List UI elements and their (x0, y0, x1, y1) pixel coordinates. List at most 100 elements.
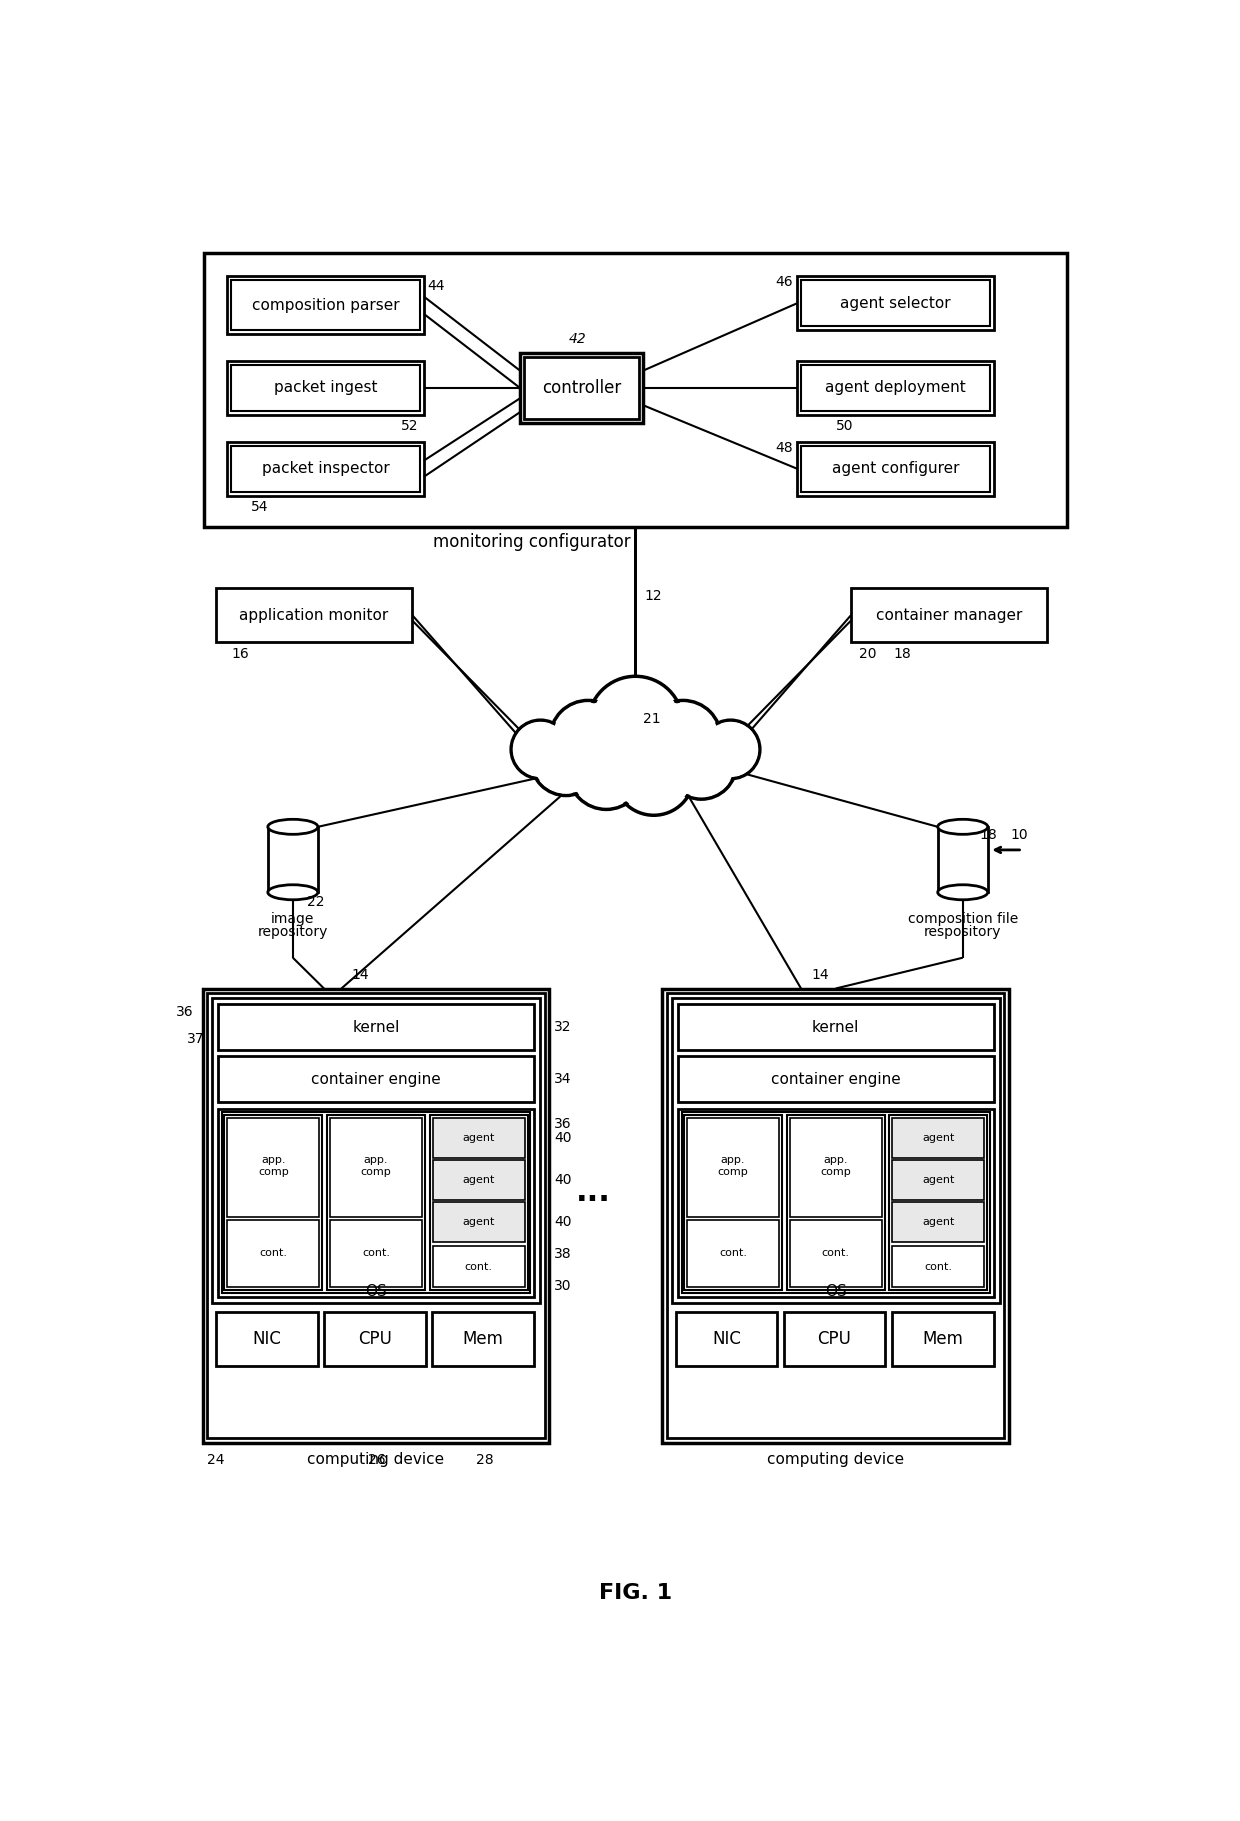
Text: 20: 20 (859, 646, 877, 661)
Bar (893, 1118, 985, 1158)
Text: cont.: cont. (362, 1249, 391, 1258)
Text: 26: 26 (368, 1453, 386, 1466)
Text: 40: 40 (554, 1215, 572, 1229)
Text: 36: 36 (554, 1116, 572, 1131)
Text: 10: 10 (1011, 827, 1028, 841)
Ellipse shape (937, 819, 988, 834)
Text: 14: 14 (811, 967, 830, 982)
Circle shape (533, 728, 599, 792)
Bar (207, 992, 544, 1439)
Text: composition parser: composition parser (252, 297, 399, 313)
Text: 34: 34 (554, 1073, 572, 1087)
Text: 32: 32 (554, 1020, 572, 1034)
Circle shape (703, 723, 758, 776)
Text: container engine: container engine (311, 1073, 441, 1087)
Text: NIC: NIC (712, 1329, 742, 1348)
Bar (682, 1113, 990, 1293)
Bar (801, 280, 990, 326)
Text: computing device: computing device (308, 1453, 445, 1468)
Text: container engine: container engine (771, 1073, 900, 1087)
Text: cont.: cont. (259, 1249, 288, 1258)
Circle shape (572, 736, 641, 807)
Text: repository: repository (258, 925, 329, 940)
Text: 40: 40 (554, 1173, 572, 1187)
Text: FIG. 1: FIG. 1 (599, 1582, 672, 1602)
Bar (324, 1311, 425, 1366)
Bar (786, 1114, 884, 1291)
Bar (205, 253, 1066, 526)
Ellipse shape (937, 885, 988, 900)
Bar (893, 1202, 985, 1242)
Text: composition file: composition file (908, 912, 1018, 927)
Circle shape (588, 676, 683, 772)
Circle shape (614, 736, 694, 816)
Bar (893, 1246, 985, 1287)
Text: image: image (272, 912, 315, 927)
Bar (784, 1311, 885, 1366)
Text: 28: 28 (476, 1453, 494, 1466)
Text: 18: 18 (980, 827, 997, 841)
Text: kernel: kernel (352, 1020, 399, 1034)
Bar (212, 998, 541, 1302)
Text: kernel: kernel (812, 1020, 859, 1034)
Text: monitoring configurator: monitoring configurator (433, 534, 631, 552)
Text: 54: 54 (250, 501, 268, 514)
Bar (203, 989, 549, 1442)
Bar (790, 1220, 882, 1287)
Text: app.
comp: app. comp (821, 1155, 851, 1176)
Bar (801, 364, 990, 412)
Bar (327, 1114, 425, 1291)
Bar (801, 446, 990, 492)
Bar (216, 1311, 317, 1366)
Bar (851, 588, 1048, 643)
Text: agent: agent (923, 1133, 955, 1144)
Bar (523, 357, 640, 419)
Circle shape (553, 703, 622, 774)
Text: controller: controller (542, 379, 621, 397)
Text: NIC: NIC (253, 1329, 281, 1348)
Bar (227, 443, 424, 495)
Text: cont.: cont. (822, 1249, 849, 1258)
Bar (218, 1109, 534, 1297)
Bar (227, 277, 424, 333)
Circle shape (568, 734, 645, 809)
Bar (429, 1114, 528, 1291)
Bar (231, 280, 420, 330)
Circle shape (511, 719, 569, 779)
Bar (216, 588, 412, 643)
Text: 22: 22 (306, 894, 324, 909)
Bar (218, 1056, 534, 1102)
Text: agent: agent (463, 1175, 495, 1185)
Bar (662, 989, 1009, 1442)
Circle shape (649, 703, 718, 774)
Text: cont.: cont. (465, 1262, 492, 1271)
Text: app.
comp: app. comp (258, 1155, 289, 1176)
Bar (268, 827, 317, 892)
Bar (433, 1202, 525, 1242)
Bar (218, 1003, 534, 1051)
Text: agent configurer: agent configurer (832, 461, 959, 477)
Bar (684, 1114, 782, 1291)
Bar (227, 361, 424, 415)
Text: OS: OS (825, 1284, 847, 1298)
Text: 46: 46 (776, 275, 794, 290)
Bar (672, 998, 999, 1302)
Text: app.
comp: app. comp (361, 1155, 392, 1176)
Text: 50: 50 (836, 419, 853, 433)
Text: packet ingest: packet ingest (274, 381, 377, 395)
Circle shape (513, 723, 568, 776)
Text: 36: 36 (176, 1005, 193, 1018)
Bar (893, 1160, 985, 1200)
Bar (227, 1118, 319, 1216)
Text: application monitor: application monitor (239, 608, 388, 623)
Text: Mem: Mem (923, 1329, 963, 1348)
Text: 40: 40 (554, 1131, 572, 1145)
Text: 12: 12 (645, 588, 662, 603)
Text: CPU: CPU (817, 1329, 852, 1348)
Text: 52: 52 (401, 419, 418, 433)
Bar (231, 446, 420, 492)
Bar (520, 353, 644, 422)
Text: 21: 21 (644, 712, 661, 727)
Circle shape (549, 701, 626, 776)
Text: agent: agent (923, 1175, 955, 1185)
